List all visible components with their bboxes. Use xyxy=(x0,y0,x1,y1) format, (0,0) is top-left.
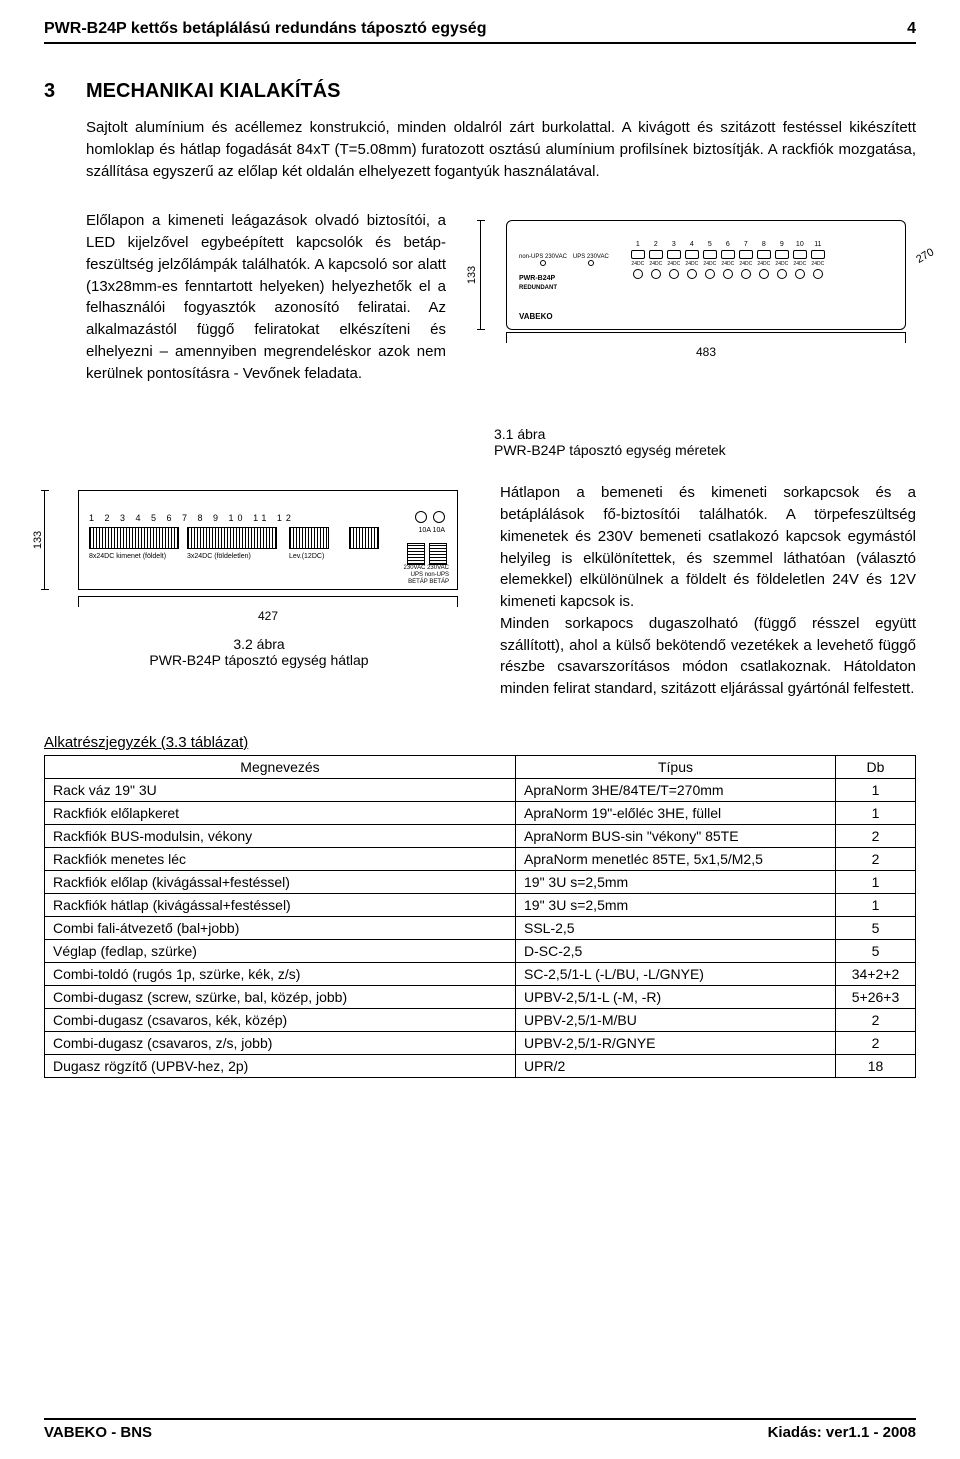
fig32-width: 427 xyxy=(78,609,458,623)
table-row: Combi-dugasz (csavaros, kék, közép)UPBV-… xyxy=(45,1008,916,1031)
output-slot: 824DC xyxy=(757,241,771,279)
fig31-caption-line1: 3.1 ábra xyxy=(494,426,916,442)
fig31-caption-line2: PWR-B24P táposztó egység méretek xyxy=(494,442,916,458)
fuse-label: 10A 10A xyxy=(419,527,445,534)
ac-label: 230VAC 230VAC UPS non-UPS BETÁP BETÁP xyxy=(404,565,449,585)
table-row: Combi fali-átvezető (bal+jobb)SSL-2,55 xyxy=(45,916,916,939)
output-slot: 524DC xyxy=(703,241,717,279)
parts-table: Megnevezés Típus Db Rack váz 19" 3UApraN… xyxy=(44,755,916,1078)
rear-label-1: 8x24DC kimenet (földelt) xyxy=(89,553,166,560)
section-number: 3 xyxy=(44,80,68,103)
fig32-caption-line1: 3.2 ábra xyxy=(44,636,474,652)
fig32-height: 133 xyxy=(32,531,44,549)
table-row: Rackfiók előlapkeretApraNorm 19"-előléc … xyxy=(45,801,916,824)
footer-left: VABEKO - BNS xyxy=(44,1424,152,1441)
output-slot: 924DC xyxy=(775,241,789,279)
table-row: Rack váz 19" 3UApraNorm 3HE/84TE/T=270mm… xyxy=(45,778,916,801)
table-row: Combi-toldó (rugós 1p, szürke, kék, z/s)… xyxy=(45,962,916,985)
header-title: PWR-B24P kettős betáplálású redundáns tá… xyxy=(44,20,486,38)
figure-3-1: 133 non-UPS 230VAC UPS 230VAC 124DC224DC… xyxy=(466,210,916,384)
table-header-1: Megnevezés xyxy=(45,755,516,778)
table-header-2: Típus xyxy=(516,755,836,778)
rear-numbers: 1 2 3 4 5 6 7 8 9 10 11 12 xyxy=(89,513,295,523)
fig31-depth: 270 xyxy=(914,246,936,266)
output-slot: 124DC xyxy=(631,241,645,279)
fig31-width: 483 xyxy=(506,345,906,359)
output-slot: 424DC xyxy=(685,241,699,279)
rear-panel-paragraph: Hátlapon a bemeneti és kimeneti sorkapcs… xyxy=(500,482,916,700)
front-panel-drawing: non-UPS 230VAC UPS 230VAC 124DC224DC324D… xyxy=(506,220,906,330)
output-slot: 1124DC xyxy=(811,241,825,279)
table-caption: Alkatrészjegyzék (3.3 táblázat) xyxy=(44,734,916,751)
table-row: Rackfiók menetes lécApraNorm menetléc 85… xyxy=(45,847,916,870)
table-row: Rackfiók BUS-modulsin, vékonyApraNorm BU… xyxy=(45,824,916,847)
redundant-label: REDUNDANT xyxy=(519,285,557,291)
model-label: PWR-B24P xyxy=(519,275,555,282)
table-row: Rackfiók hátlap (kivágással+festéssel)19… xyxy=(45,893,916,916)
front-panel-paragraph: Előlapon a kimeneti leágazások olvadó bi… xyxy=(86,210,446,384)
fig32-caption-line2: PWR-B24P táposztó egység hátlap xyxy=(44,652,474,668)
table-row: Dugasz rögzítő (UPBV-hez, 2p)UPR/218 xyxy=(45,1054,916,1077)
table-row: Combi-dugasz (csavaros, z/s, jobb)UPBV-2… xyxy=(45,1031,916,1054)
output-slot: 324DC xyxy=(667,241,681,279)
fig31-height: 133 xyxy=(466,266,478,284)
brand-label: VABEKO xyxy=(519,312,553,321)
table-row: Rackfiók előlap (kivágással+festéssel)19… xyxy=(45,870,916,893)
intro-paragraph: Sajtolt alumínium és acéllemez konstrukc… xyxy=(86,117,916,182)
rear-label-2: 3x24DC (földeletlen) xyxy=(187,553,251,560)
table-header-3: Db xyxy=(836,755,916,778)
output-slot: 1024DC xyxy=(793,241,807,279)
figure-3-2: 133 1 2 3 4 5 6 7 8 9 10 11 12 8x24DC ki… xyxy=(44,482,474,700)
output-slot: 224DC xyxy=(649,241,663,279)
output-slot: 624DC xyxy=(721,241,735,279)
section-title: MECHANIKAI KIALAKÍTÁS xyxy=(86,80,340,103)
table-row: Combi-dugasz (screw, szürke, bal, közép,… xyxy=(45,985,916,1008)
page-number: 4 xyxy=(907,20,916,38)
rear-label-3: Lev.(12DC) xyxy=(289,553,324,560)
table-row: Véglap (fedlap, szürke)D-SC-2,55 xyxy=(45,939,916,962)
footer-right: Kiadás: ver1.1 - 2008 xyxy=(768,1424,916,1441)
rear-panel-drawing: 1 2 3 4 5 6 7 8 9 10 11 12 8x24DC kimene… xyxy=(78,490,458,590)
output-slot: 724DC xyxy=(739,241,753,279)
